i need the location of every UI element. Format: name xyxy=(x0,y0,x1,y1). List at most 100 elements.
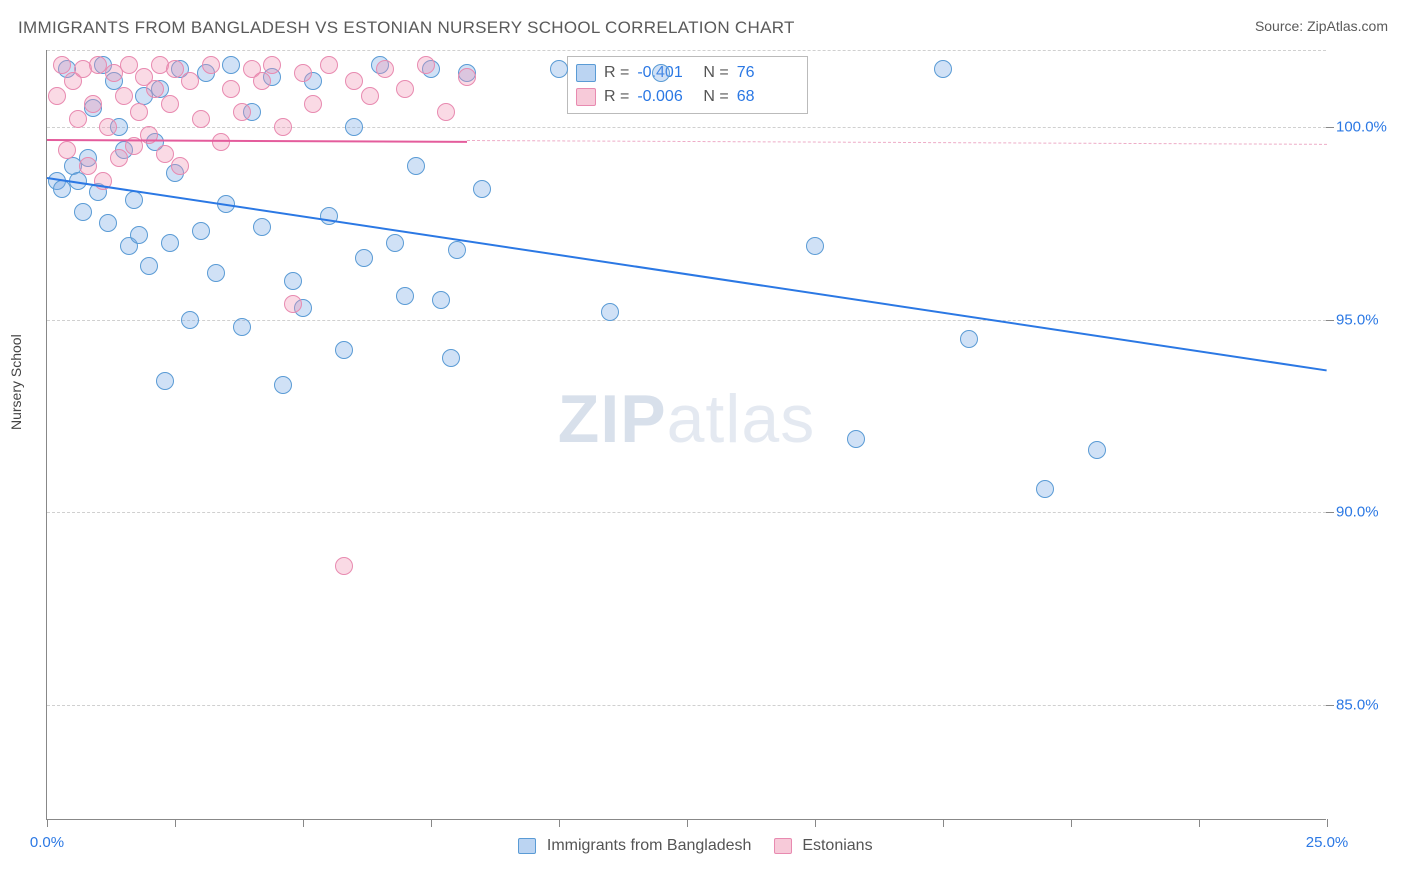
swatch-blue xyxy=(518,838,536,854)
ytick-label: 100.0% xyxy=(1336,119,1396,136)
xtick xyxy=(47,819,48,827)
data-point xyxy=(166,60,184,78)
data-point xyxy=(202,56,220,74)
trend-line xyxy=(47,139,467,143)
data-point xyxy=(156,145,174,163)
data-point xyxy=(442,349,460,367)
data-point xyxy=(284,272,302,290)
data-point xyxy=(345,72,363,90)
data-point xyxy=(417,56,435,74)
legend-label-blue: Immigrants from Bangladesh xyxy=(547,837,752,854)
data-point xyxy=(222,80,240,98)
n-value-blue: 76 xyxy=(737,61,795,85)
r-label: R = xyxy=(604,85,629,109)
data-point xyxy=(99,214,117,232)
data-point xyxy=(320,56,338,74)
xtick xyxy=(1327,819,1328,827)
data-point xyxy=(345,118,363,136)
trend-line xyxy=(467,140,1327,145)
data-point xyxy=(934,60,952,78)
data-point xyxy=(212,133,230,151)
swatch-pink xyxy=(774,838,792,854)
data-point xyxy=(396,287,414,305)
data-point xyxy=(601,303,619,321)
stats-legend: R = -0.401 N = 76 R = -0.006 N = 68 xyxy=(567,56,808,114)
xtick xyxy=(943,819,944,827)
data-point xyxy=(48,87,66,105)
gridline-h xyxy=(47,50,1326,51)
data-point xyxy=(274,118,292,136)
data-point xyxy=(437,103,455,121)
r-value-pink: -0.006 xyxy=(637,85,695,109)
xtick xyxy=(303,819,304,827)
source-label: Source: xyxy=(1255,18,1307,34)
n-label: N = xyxy=(703,61,728,85)
data-point xyxy=(806,237,824,255)
data-point xyxy=(396,80,414,98)
data-point xyxy=(294,64,312,82)
data-point xyxy=(161,234,179,252)
xtick xyxy=(175,819,176,827)
gridline-h xyxy=(47,127,1326,128)
n-label: N = xyxy=(703,85,728,109)
data-point xyxy=(274,376,292,394)
swatch-pink xyxy=(576,88,596,106)
data-point xyxy=(263,56,281,74)
data-point xyxy=(146,80,164,98)
data-point xyxy=(161,95,179,113)
ytick xyxy=(1326,512,1334,513)
data-point xyxy=(192,222,210,240)
data-point xyxy=(207,264,225,282)
source-name: ZipAtlas.com xyxy=(1307,18,1388,34)
stats-row-blue: R = -0.401 N = 76 xyxy=(576,61,795,85)
data-point xyxy=(304,95,322,113)
data-point xyxy=(115,87,133,105)
chart-title: IMMIGRANTS FROM BANGLADESH VS ESTONIAN N… xyxy=(18,18,795,38)
source-attribution: Source: ZipAtlas.com xyxy=(1255,18,1388,34)
gridline-h xyxy=(47,512,1326,513)
xtick xyxy=(687,819,688,827)
data-point xyxy=(550,60,568,78)
data-point xyxy=(125,191,143,209)
data-point xyxy=(361,87,379,105)
data-point xyxy=(140,257,158,275)
data-point xyxy=(253,72,271,90)
data-point xyxy=(192,110,210,128)
data-point xyxy=(458,68,476,86)
data-point xyxy=(181,311,199,329)
data-point xyxy=(1088,441,1106,459)
data-point xyxy=(1036,480,1054,498)
data-point xyxy=(69,110,87,128)
data-point xyxy=(74,203,92,221)
gridline-h xyxy=(47,705,1326,706)
data-point xyxy=(233,103,251,121)
ytick-label: 90.0% xyxy=(1336,504,1396,521)
xtick-label: 0.0% xyxy=(30,834,64,851)
stats-row-pink: R = -0.006 N = 68 xyxy=(576,85,795,109)
r-label: R = xyxy=(604,61,629,85)
xtick xyxy=(815,819,816,827)
data-point xyxy=(181,72,199,90)
data-point xyxy=(99,118,117,136)
data-point xyxy=(335,341,353,359)
data-point xyxy=(253,218,271,236)
xtick-label: 25.0% xyxy=(1306,834,1349,851)
swatch-blue xyxy=(576,64,596,82)
data-point xyxy=(171,157,189,175)
ytick xyxy=(1326,127,1334,128)
data-point xyxy=(335,557,353,575)
trend-line xyxy=(47,177,1327,371)
data-point xyxy=(386,234,404,252)
data-point xyxy=(84,95,102,113)
data-point xyxy=(432,291,450,309)
data-point xyxy=(233,318,251,336)
xtick xyxy=(1199,819,1200,827)
n-value-pink: 68 xyxy=(737,85,795,109)
data-point xyxy=(473,180,491,198)
ytick xyxy=(1326,705,1334,706)
data-point xyxy=(284,295,302,313)
watermark: ZIPatlas xyxy=(558,380,815,458)
data-point xyxy=(156,372,174,390)
y-axis-label: Nursery School xyxy=(8,334,24,430)
ytick-label: 95.0% xyxy=(1336,311,1396,328)
